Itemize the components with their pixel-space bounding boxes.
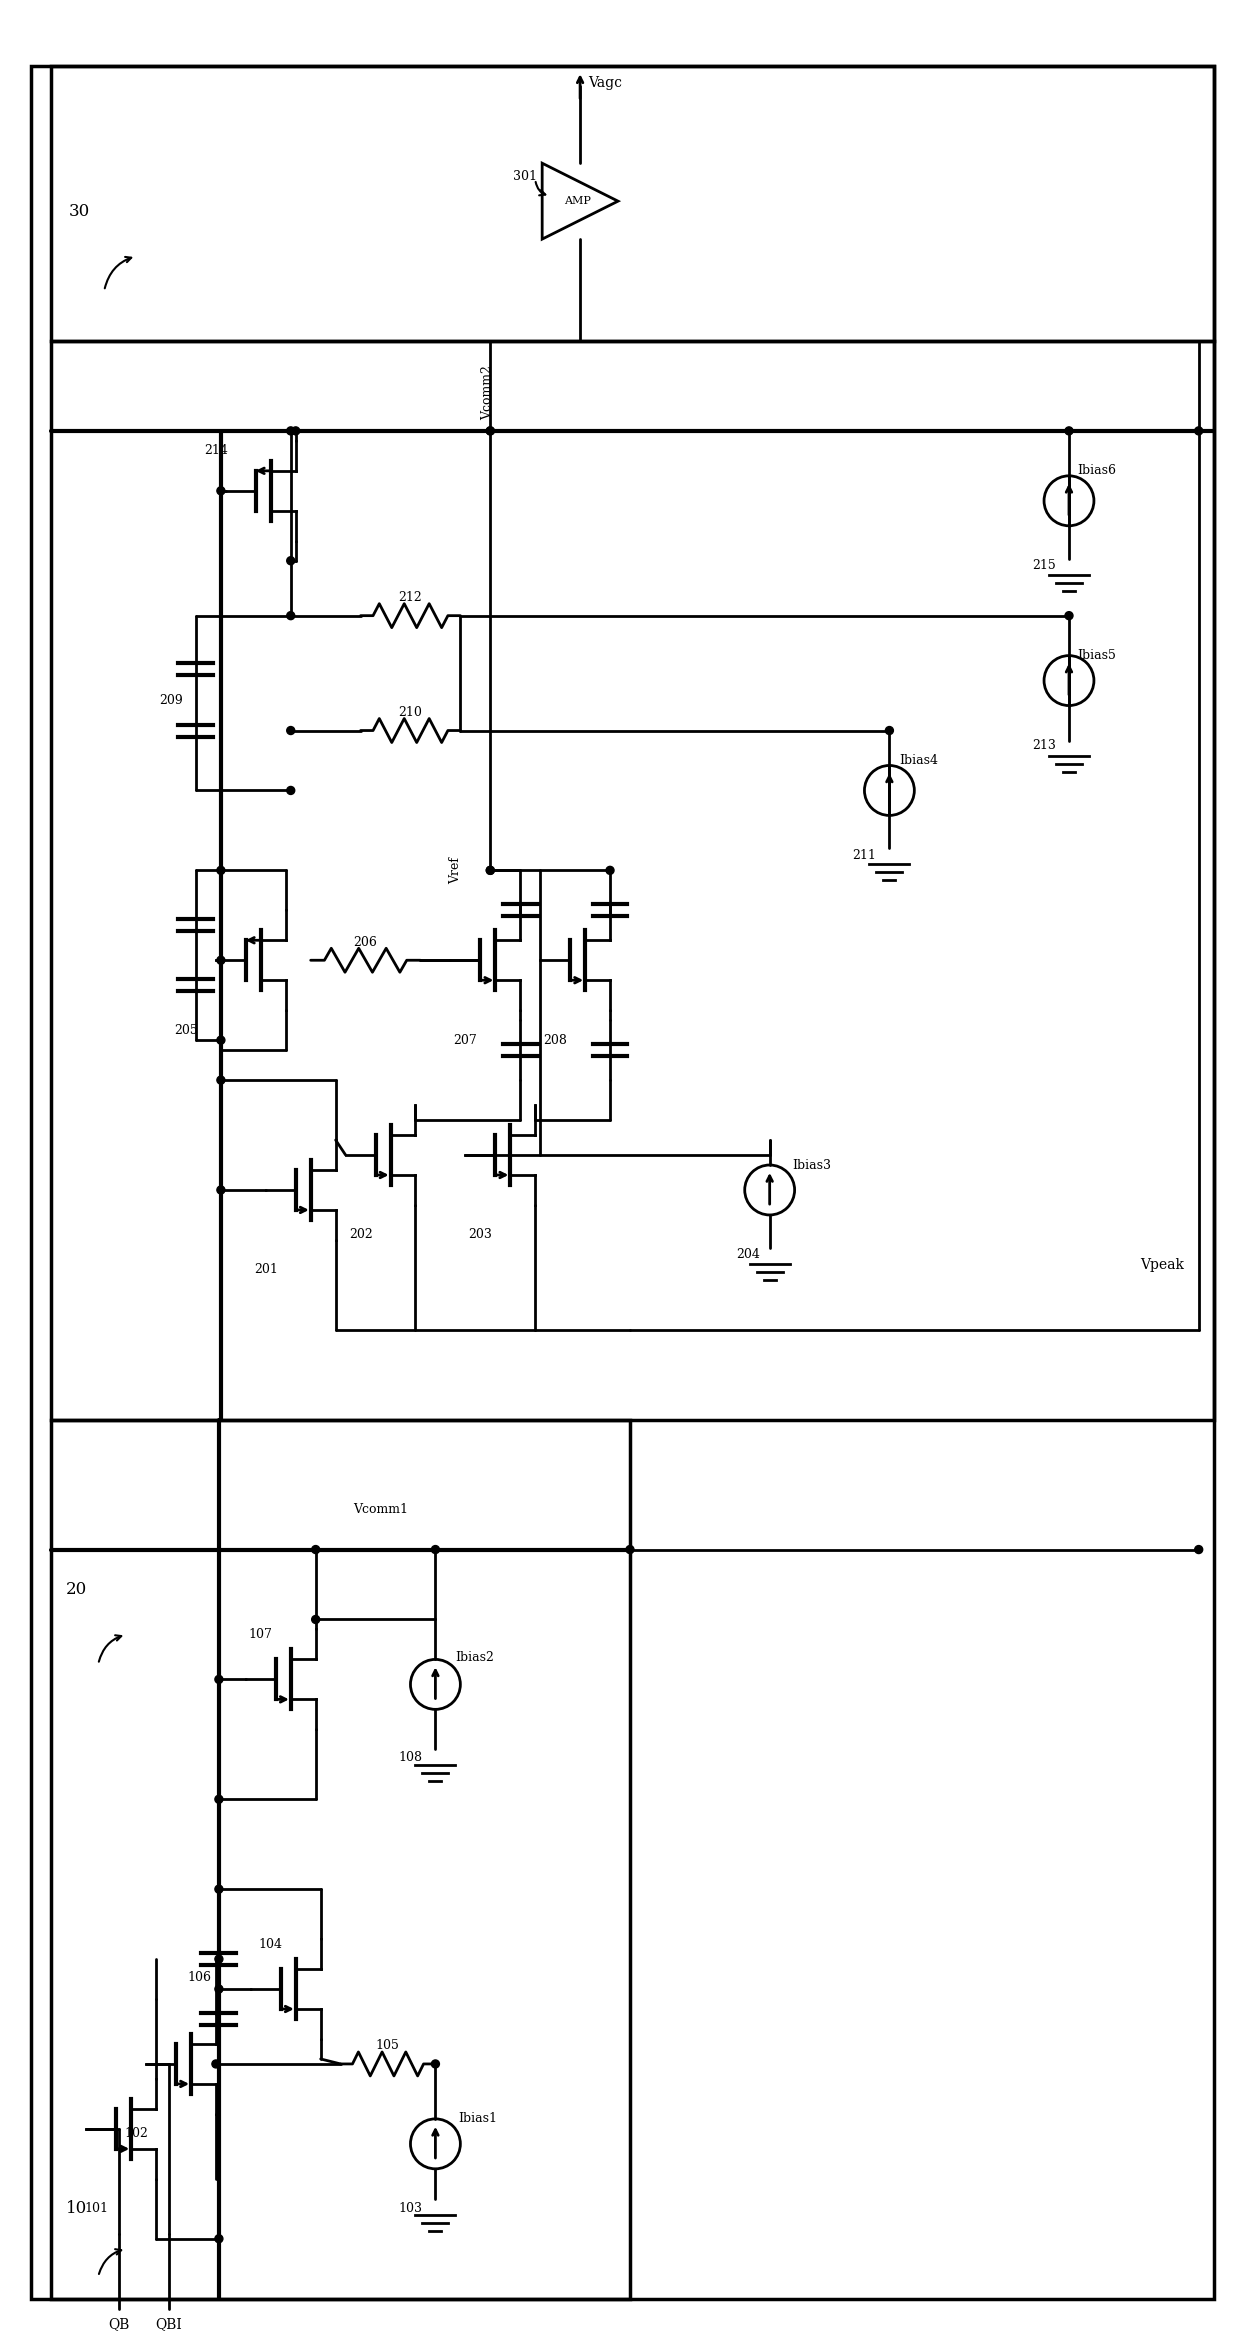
Circle shape: [215, 1675, 223, 1684]
Circle shape: [1065, 427, 1073, 434]
Text: Vagc: Vagc: [588, 77, 622, 89]
Text: 108: 108: [398, 1750, 423, 1764]
Text: 106: 106: [187, 1971, 211, 1985]
Circle shape: [486, 427, 495, 434]
Text: QBI: QBI: [156, 2316, 182, 2330]
Text: 207: 207: [454, 1035, 477, 1046]
Circle shape: [217, 1037, 224, 1044]
Circle shape: [286, 727, 295, 734]
Text: 209: 209: [159, 694, 182, 706]
Text: 208: 208: [543, 1035, 567, 1046]
Text: 30: 30: [68, 202, 89, 221]
Circle shape: [1065, 612, 1073, 619]
Bar: [51, 340, 1214, 1419]
Text: 105: 105: [376, 2039, 399, 2053]
Circle shape: [217, 488, 224, 495]
Text: 212: 212: [398, 591, 423, 605]
Text: Ibias5: Ibias5: [1078, 650, 1116, 662]
Text: 201: 201: [254, 1264, 278, 1276]
Text: Vcomm2: Vcomm2: [481, 366, 494, 420]
Circle shape: [291, 427, 300, 434]
Circle shape: [217, 866, 224, 875]
Circle shape: [215, 1886, 223, 1893]
Text: 104: 104: [259, 1938, 283, 1950]
Text: QB: QB: [108, 2316, 130, 2330]
Circle shape: [1194, 427, 1203, 434]
Circle shape: [626, 1546, 634, 1553]
Circle shape: [486, 866, 495, 875]
Text: 107: 107: [249, 1628, 273, 1640]
Text: 203: 203: [469, 1229, 492, 1241]
Text: 20: 20: [66, 1581, 87, 1598]
Text: Vcomm1: Vcomm1: [353, 1504, 408, 1516]
Text: Ibias2: Ibias2: [455, 1652, 495, 1663]
Circle shape: [215, 1954, 223, 1964]
Circle shape: [286, 612, 295, 619]
Circle shape: [215, 1795, 223, 1804]
Text: 211: 211: [853, 849, 877, 861]
Circle shape: [286, 427, 295, 434]
Text: 101: 101: [84, 2203, 108, 2215]
Text: 215: 215: [1032, 558, 1056, 572]
Circle shape: [212, 2060, 219, 2067]
Text: 206: 206: [353, 936, 377, 948]
Circle shape: [311, 1546, 320, 1553]
Bar: [51, 1419, 630, 2299]
Circle shape: [286, 786, 295, 795]
Text: Vpeak: Vpeak: [1140, 1257, 1184, 1272]
Circle shape: [1194, 1546, 1203, 1553]
Text: 214: 214: [203, 443, 228, 457]
Text: 205: 205: [174, 1023, 198, 1037]
Text: Ibias6: Ibias6: [1078, 465, 1116, 476]
Circle shape: [486, 427, 495, 434]
Text: 204: 204: [735, 1248, 760, 1262]
Circle shape: [432, 2060, 439, 2067]
Text: Ibias4: Ibias4: [899, 753, 939, 767]
Text: 210: 210: [398, 706, 423, 718]
Circle shape: [885, 727, 893, 734]
Circle shape: [217, 1077, 224, 1084]
Text: AMP: AMP: [564, 197, 590, 206]
Text: 202: 202: [348, 1229, 372, 1241]
Text: Vref: Vref: [449, 856, 461, 884]
Text: Ibias1: Ibias1: [459, 2111, 497, 2125]
Bar: [51, 66, 1214, 340]
Text: 103: 103: [398, 2203, 423, 2215]
Circle shape: [432, 1546, 439, 1553]
Text: 301: 301: [513, 169, 537, 183]
Circle shape: [215, 2236, 223, 2243]
Circle shape: [311, 1616, 320, 1623]
Circle shape: [217, 957, 224, 964]
Circle shape: [215, 1985, 223, 1994]
Text: 10: 10: [66, 2201, 87, 2217]
Text: 213: 213: [1032, 739, 1056, 753]
Circle shape: [217, 1187, 224, 1194]
Circle shape: [486, 866, 495, 875]
Circle shape: [606, 866, 614, 875]
Text: 102: 102: [124, 2128, 148, 2140]
Text: Ibias3: Ibias3: [792, 1159, 832, 1171]
Circle shape: [286, 556, 295, 565]
